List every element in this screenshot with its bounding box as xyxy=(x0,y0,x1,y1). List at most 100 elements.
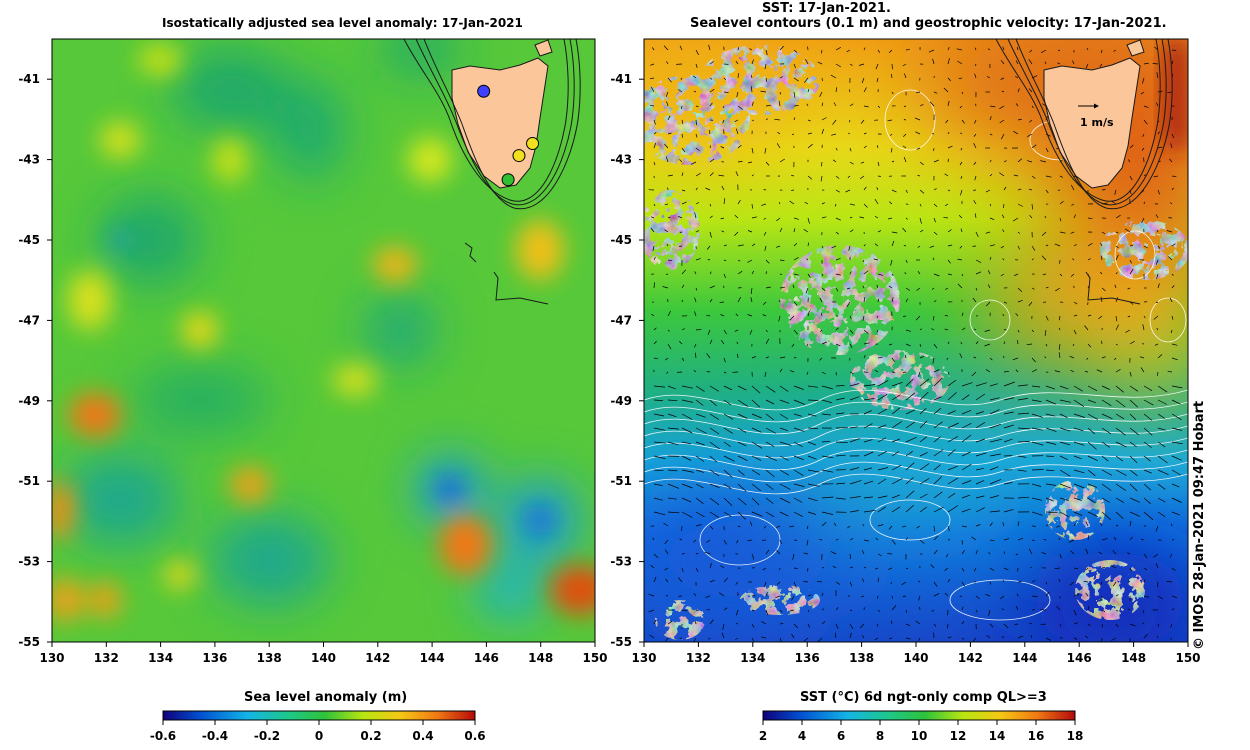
velocity-arrow xyxy=(679,45,683,51)
velocity-arrow xyxy=(735,60,739,65)
velocity-arrow xyxy=(919,203,922,207)
velocity-arrow xyxy=(776,143,781,149)
velocity-arrow xyxy=(863,566,866,569)
velocity-arrow xyxy=(956,48,963,51)
velocity-arrow xyxy=(1068,539,1075,543)
velocity-arrow xyxy=(1000,595,1005,600)
velocity-arrow xyxy=(862,524,865,527)
velocity-arrow xyxy=(1072,343,1075,346)
velocity-arrow xyxy=(666,243,669,247)
velocity-arrow xyxy=(835,454,846,457)
velocity-arrow xyxy=(1054,370,1061,373)
velocity-arrow xyxy=(835,287,839,292)
velocity-arrow xyxy=(1059,399,1071,403)
velocity-arrow xyxy=(821,128,824,135)
velocity-arrow xyxy=(933,343,938,349)
velocity-arrow xyxy=(1153,315,1159,320)
velocity-arrow xyxy=(1085,567,1089,570)
velocity-arrow xyxy=(1100,49,1103,54)
velocity-arrow xyxy=(835,539,839,541)
velocity-arrow xyxy=(709,427,720,435)
velocity-arrow xyxy=(805,287,809,294)
velocity-arrow xyxy=(807,594,812,597)
velocity-arrow xyxy=(709,203,712,207)
velocity-arrow xyxy=(681,441,691,445)
velocity-arrow xyxy=(961,409,972,415)
velocity-arrow xyxy=(917,245,921,248)
map-axes: 130 132 134 136 138 140 142 144 146 148 150 -41 -43 -… xyxy=(18,72,1200,665)
velocity-arrow xyxy=(975,231,979,238)
velocity-arrow xyxy=(695,258,701,261)
velocity-arrow xyxy=(709,579,715,583)
velocity-arrow xyxy=(722,105,725,108)
lat-tick-label: -41 xyxy=(610,72,632,86)
velocity-arrow xyxy=(1017,537,1024,541)
velocity-arrow xyxy=(1129,340,1135,345)
velocity-arrow xyxy=(1042,273,1047,276)
velocity-arrow xyxy=(803,581,809,583)
velocity-arrow xyxy=(862,635,865,639)
velocity-arrow xyxy=(1129,427,1139,436)
velocity-arrow xyxy=(1015,103,1019,107)
velocity-arrow xyxy=(750,297,753,303)
velocity-arrow xyxy=(1059,385,1069,390)
velocity-arrow xyxy=(989,244,996,247)
velocity-arrow xyxy=(678,89,683,93)
velocity-arrow xyxy=(832,159,837,163)
velocity-arrow xyxy=(1002,522,1005,527)
velocity-arrow xyxy=(1017,521,1020,527)
velocity-arrow xyxy=(875,537,879,541)
velocity-arrow xyxy=(947,273,952,276)
velocity-arrow xyxy=(905,462,915,471)
velocity-arrow xyxy=(1001,214,1005,219)
velocity-arrow xyxy=(1112,581,1117,587)
velocity-arrow xyxy=(1045,581,1048,585)
velocity-arrow xyxy=(1115,524,1119,527)
imos-stamp: © IMOS 28-Jan-2021 09:47 Hobart xyxy=(1192,400,1207,650)
velocity-arrow xyxy=(1115,441,1127,448)
velocity-arrow xyxy=(849,467,860,471)
velocity-arrow xyxy=(681,119,684,124)
velocity-arrow xyxy=(748,161,753,164)
velocity-arrow xyxy=(653,327,657,331)
velocity-arrow xyxy=(762,539,767,541)
velocity-arrow xyxy=(1100,581,1103,585)
velocity-arrow xyxy=(817,61,823,65)
velocity-arrow xyxy=(877,424,887,429)
velocity-arrow xyxy=(779,45,784,51)
velocity-arrow xyxy=(807,441,817,446)
velocity-arrow xyxy=(779,299,781,303)
velocity-arrow xyxy=(723,483,732,490)
velocity-arrow xyxy=(961,312,964,317)
velocity-arrow xyxy=(793,469,804,476)
velocity-arrow xyxy=(719,301,725,303)
velocity-arrow xyxy=(667,427,679,430)
velocity-arrow xyxy=(667,441,679,446)
velocity-arrow xyxy=(1171,427,1182,431)
velocity-arrow xyxy=(807,623,811,628)
velocity-arrow xyxy=(806,258,809,261)
velocity-arrow xyxy=(1031,511,1043,516)
velocity-arrow xyxy=(888,525,893,530)
velocity-arrow xyxy=(986,76,991,79)
velocity-arrow xyxy=(1115,343,1118,346)
velocity-arrow xyxy=(1142,133,1145,138)
velocity-arrow xyxy=(944,328,949,331)
velocity-arrow xyxy=(1143,119,1148,125)
lat-tick-label: -53 xyxy=(18,555,40,569)
velocity-arrow xyxy=(821,117,827,121)
velocity-arrow xyxy=(863,423,873,429)
velocity-arrow xyxy=(891,595,893,599)
velocity-arrow xyxy=(915,620,921,625)
velocity-arrow xyxy=(1059,200,1064,205)
velocity-arrow xyxy=(747,314,753,317)
velocity-arrow xyxy=(1017,245,1021,250)
velocity-arrow xyxy=(737,199,741,205)
lat-tick-label: -47 xyxy=(18,313,40,327)
velocity-arrow xyxy=(947,477,959,485)
velocity-arrow xyxy=(1129,144,1134,149)
velocity-arrow xyxy=(959,161,963,166)
velocity-arrow xyxy=(874,637,879,641)
velocity-arrow xyxy=(1000,133,1005,140)
velocity-arrow xyxy=(1141,217,1145,224)
